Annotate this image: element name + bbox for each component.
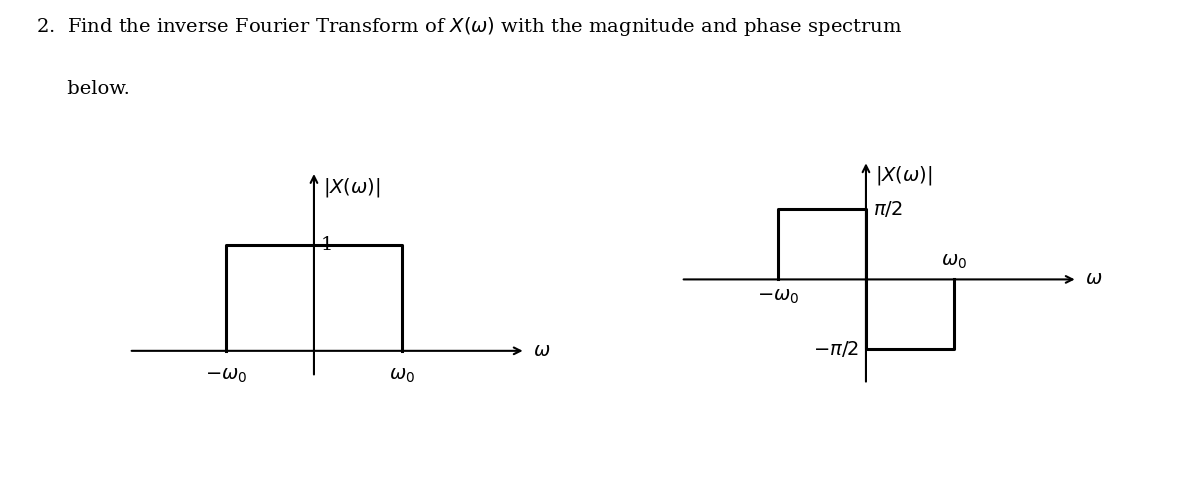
Text: 1: 1 xyxy=(322,236,334,254)
Text: below.: below. xyxy=(36,80,130,98)
Text: $\pi/2$: $\pi/2$ xyxy=(874,199,902,220)
Text: $\omega_0$: $\omega_0$ xyxy=(389,367,415,385)
Text: $\omega$: $\omega$ xyxy=(533,342,550,360)
Text: $-\omega_0$: $-\omega_0$ xyxy=(756,288,799,306)
Text: 2.  Find the inverse Fourier Transform of $X(\omega)$ with the magnitude and pha: 2. Find the inverse Fourier Transform of… xyxy=(36,15,902,38)
Text: $|X(\omega)|$: $|X(\omega)|$ xyxy=(323,176,380,199)
Text: $\omega_0$: $\omega_0$ xyxy=(941,252,967,271)
Text: $-\omega_0$: $-\omega_0$ xyxy=(204,367,247,385)
Text: $|X(\omega)|$: $|X(\omega)|$ xyxy=(875,164,932,187)
Text: $\omega$: $\omega$ xyxy=(1085,270,1102,288)
Text: $-\pi/2$: $-\pi/2$ xyxy=(812,340,859,360)
